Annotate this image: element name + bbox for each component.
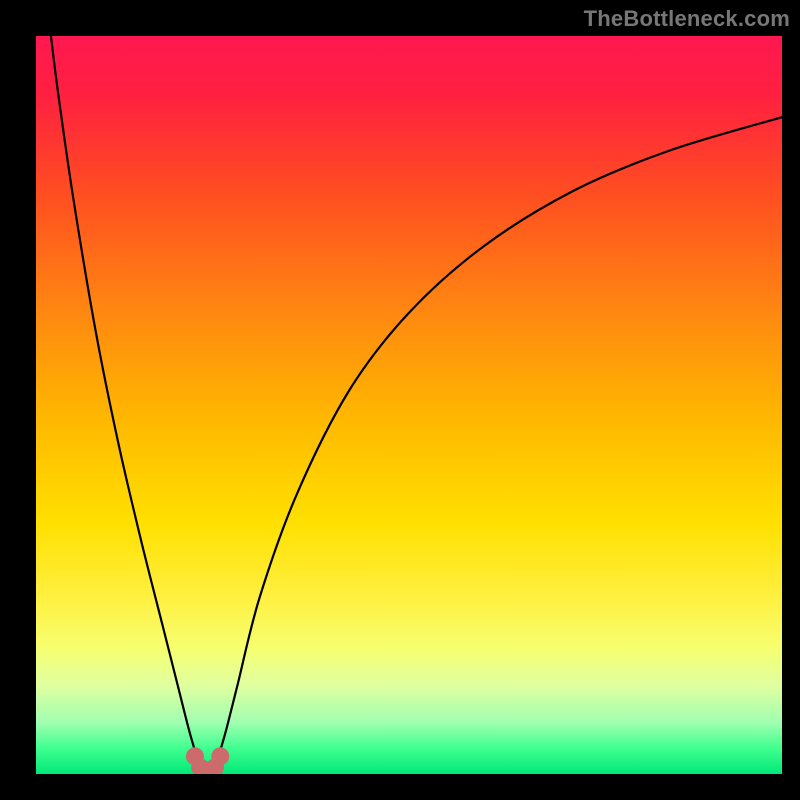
- chart-svg: [36, 36, 782, 774]
- plot-area: [36, 36, 782, 774]
- gradient-background: [36, 36, 782, 774]
- bottleneck-marker-dot: [211, 747, 229, 765]
- watermark-text: TheBottleneck.com: [584, 6, 790, 32]
